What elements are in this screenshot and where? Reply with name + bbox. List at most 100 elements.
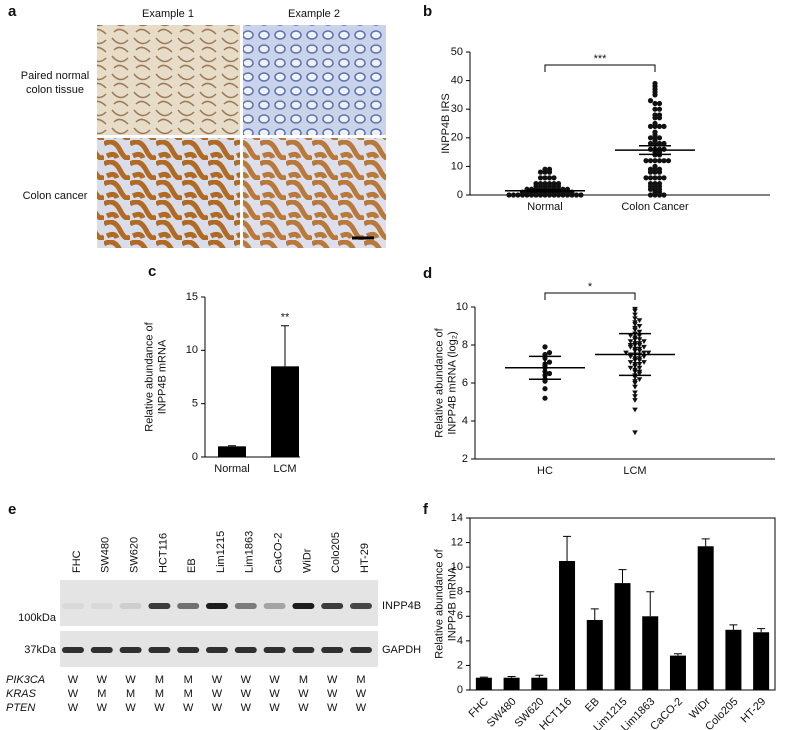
genotype: W [212,674,223,686]
point [656,180,663,187]
point [656,166,663,172]
y-axis-label: Relative abundance of [433,327,445,437]
error-bar [535,674,544,678]
point [652,158,658,164]
panel-label: a [8,3,17,20]
gene-label: PTEN [6,702,35,714]
genotype: W [68,674,79,686]
genotype: M [155,688,164,700]
error-bar [618,569,627,584]
point [542,344,548,350]
error-bar [619,332,651,377]
genotype: M [356,674,365,686]
y-tick-label: 0 [457,189,463,201]
point [632,394,638,400]
point [632,407,638,413]
error-bar [479,676,488,678]
bar [753,632,770,690]
bar [271,366,299,457]
point [542,175,548,181]
genotype: W [298,688,309,700]
genotype: W [68,688,79,700]
error-bar [701,538,710,547]
point [656,140,663,147]
point [636,369,643,375]
genotype: M [184,674,193,686]
y-tick-label: 0 [192,451,198,463]
point [647,158,654,164]
point [632,316,638,322]
lane-label: CaCO-2 [273,533,285,573]
point [652,175,658,181]
point [542,386,548,392]
histology-image [97,25,240,135]
point [623,350,629,356]
x-tick-label: HT-29 [739,696,769,726]
error-bar [563,535,572,561]
genotype: M [184,688,193,700]
mw-marker: 37kDa [24,644,57,656]
point [656,100,663,107]
lane-label: SW480 [100,537,112,573]
point [573,192,580,198]
point [647,98,654,104]
band [119,603,142,609]
band [234,647,257,653]
panel-label: b [423,3,432,20]
point [661,123,667,129]
x-tick-label: FHC [467,696,492,721]
point [652,180,658,187]
point [627,365,634,371]
genotype: W [327,702,338,714]
y-axis-label: INPP4B mRNA [156,339,168,414]
point [546,350,553,356]
point [627,343,634,348]
point [510,192,517,198]
point [627,339,634,344]
y-axis-label: INPP4B mRNA (log₂) [446,331,458,434]
bar [559,561,576,690]
point [661,158,667,164]
genotype: W [97,702,108,714]
panel-label: c [148,263,156,280]
point [632,384,638,390]
point [647,192,654,198]
point [661,140,667,147]
point [647,123,654,129]
band [206,647,228,653]
y-tick-label: 14 [451,512,463,524]
point [652,106,658,112]
band [321,647,344,653]
x-tick-label: Normal [527,201,562,213]
y-tick-label: 40 [451,75,463,87]
point [652,112,658,118]
panel-label: d [423,265,432,282]
y-tick-label: 10 [186,344,198,356]
histology-image [243,25,386,135]
band [263,603,286,609]
x-tick-label: HC [537,465,553,477]
band-label: INPP4B [382,600,421,612]
point [656,112,663,118]
point [643,175,649,181]
point [661,146,667,152]
point [636,365,643,371]
significance: *** [594,53,608,65]
lane-label: WiDr [301,548,313,573]
row-label: colon tissue [26,84,84,96]
point [647,175,654,181]
y-tick-label: 10 [456,301,468,313]
y-tick-label: 15 [186,291,198,303]
error-bar [757,628,766,633]
point [656,123,663,129]
error-bar [507,675,516,678]
point [636,346,643,352]
y-tick-label: 2 [462,453,468,465]
band [234,603,257,609]
point [636,377,643,382]
genotype: M [299,674,308,686]
point [632,320,638,325]
point [652,100,658,107]
genotype: W [241,688,252,700]
